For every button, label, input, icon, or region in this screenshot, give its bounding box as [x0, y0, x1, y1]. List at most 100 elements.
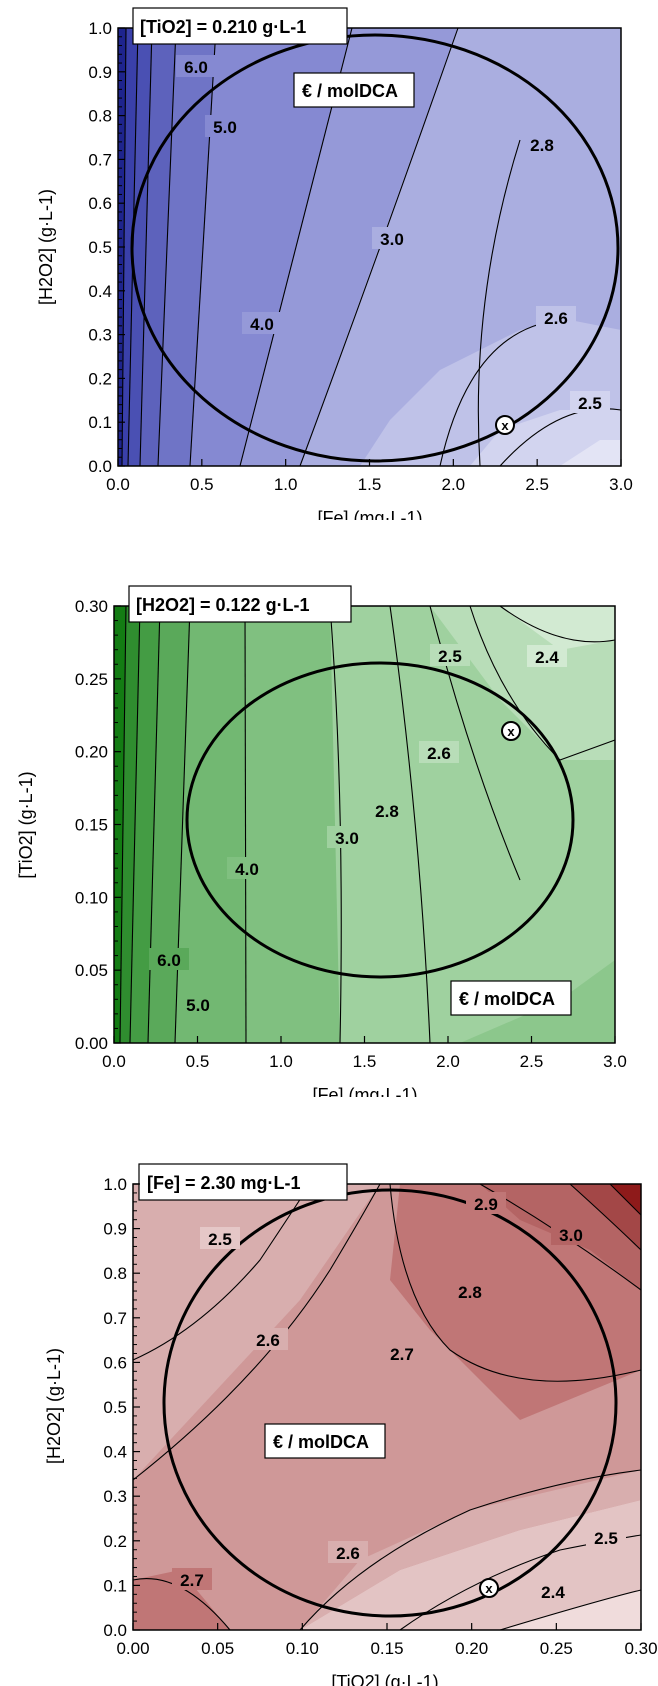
units-box-2: € / molDCA	[450, 980, 572, 1016]
svg-text:x: x	[485, 1581, 493, 1596]
svg-text:x: x	[501, 418, 509, 433]
contour-label: 2.9	[474, 1195, 498, 1214]
x-tick-label: 0.0	[106, 475, 130, 494]
x-tick-labels-3: 0.00 0.05 0.10 0.15 0.20 0.25 0.30	[116, 1623, 658, 1658]
y-tick-label: 0.8	[103, 1264, 127, 1283]
y-tick-label: 0.2	[103, 1532, 127, 1551]
condition-box-1: [TiO2] = 0.210 g·L-1	[132, 7, 348, 45]
contour-fill-2	[114, 606, 615, 1043]
x-tick-label: 2.5	[520, 1052, 544, 1071]
contour-label: 2.4	[535, 648, 559, 667]
chart-panel-1: 6.0 5.0 4.0 3.0 2.8 2.6 2.5 [TiO2] = 0.2…	[36, 7, 633, 528]
x-tick-label: 0.5	[186, 1052, 210, 1071]
crop-band-2	[0, 1097, 658, 1117]
x-tick-label: 3.0	[603, 1052, 627, 1071]
x-tick-label: 2.0	[442, 475, 466, 494]
contour-level-labels-2: 6.0 5.0 4.0 3.0 2.8 2.6 2.5 2.4	[149, 644, 567, 1015]
contour-label: 2.6	[256, 1331, 280, 1350]
y-tick-label: 0.1	[103, 1576, 127, 1595]
x-tick-label: 3.0	[609, 475, 633, 494]
y-tick-label: 0.6	[88, 194, 112, 213]
x-tick-label: 0.0	[102, 1052, 126, 1071]
y-tick-label: 0.20	[75, 743, 108, 762]
y-tick-label: 0.0	[88, 457, 112, 476]
x-tick-label: 1.0	[269, 1052, 293, 1071]
y-tick-label: 0.1	[88, 413, 112, 432]
contour-label: 3.0	[559, 1226, 583, 1245]
x-tick-label: 0.05	[201, 1639, 234, 1658]
x-tick-label: 1.5	[353, 1052, 377, 1071]
y-tick-label: 0.30	[75, 597, 108, 616]
contour-label: 2.8	[530, 136, 554, 155]
contour-label: 2.4	[541, 1583, 565, 1602]
y-axis-label: [TiO2] (g·L-1)	[16, 771, 36, 878]
y-tick-label: 0.00	[75, 1034, 108, 1053]
confidence-ellipse-2	[185, 661, 575, 979]
y-axis-label: [H2O2] (g·L-1)	[44, 1348, 64, 1464]
svg-text:x: x	[507, 724, 515, 739]
contour-label: 6.0	[157, 951, 181, 970]
y-tick-label: 0.8	[88, 107, 112, 126]
contour-label: 5.0	[213, 118, 237, 137]
contour-label: 4.0	[250, 315, 274, 334]
contour-level-labels-1: 6.0 5.0 4.0 3.0 2.8 2.6 2.5	[176, 55, 610, 413]
contour-label: 4.0	[235, 860, 259, 879]
y-tick-label: 0.10	[75, 888, 108, 907]
optimum-marker-1: x	[495, 415, 515, 435]
x-tick-label: 2.5	[525, 475, 549, 494]
y-axis-label: [H2O2] (g·L-1)	[36, 189, 56, 305]
x-tick-label: 0.00	[116, 1639, 149, 1658]
y-tick-label: 0.4	[88, 282, 112, 301]
confidence-ellipse-3	[162, 1188, 618, 1618]
confidence-ellipse-1	[130, 33, 620, 463]
units-label: € / molDCA	[459, 989, 555, 1009]
contour-label: 2.8	[458, 1283, 482, 1302]
y-tick-label: 0.3	[103, 1487, 127, 1506]
x-tick-labels-2: 0.0 0.5 1.0 1.5 2.0 2.5 3.0	[102, 1036, 627, 1071]
contour-fill-3	[133, 1184, 641, 1630]
condition-label: [TiO2] = 0.210 g·L-1	[140, 17, 306, 37]
contour-lines-2	[119, 605, 616, 1044]
x-tick-label: 0.30	[624, 1639, 657, 1658]
y-tick-label: 0.7	[88, 150, 112, 169]
contour-label: 2.5	[438, 647, 462, 666]
condition-box-2: [H2O2] = 0.122 g·L-1	[128, 585, 352, 623]
contour-label: 2.7	[180, 1571, 204, 1590]
y-tick-label: 0.7	[103, 1309, 127, 1328]
y-tick-label: 0.9	[103, 1220, 127, 1239]
units-label: € / molDCA	[273, 1432, 369, 1452]
optimum-marker-2: x	[501, 721, 521, 741]
contour-label: 2.6	[544, 309, 568, 328]
condition-label: [Fe] = 2.30 mg·L-1	[147, 1173, 301, 1193]
chart-panel-3: 2.5 2.6 2.7 2.8 2.9 3.0 2.6 2.7 2.5 2.4 …	[44, 1163, 658, 1686]
y-tick-label: 0.15	[75, 816, 108, 835]
x-tick-label: 0.5	[190, 475, 214, 494]
y-tick-label: 0.9	[88, 63, 112, 82]
x-tick-label: 2.0	[436, 1052, 460, 1071]
x-tick-label: 0.25	[540, 1639, 573, 1658]
x-axis-label: [TiO2] (g·L-1)	[331, 1672, 438, 1686]
y-tick-label: 0.5	[88, 238, 112, 257]
contour-label: 3.0	[335, 829, 359, 848]
condition-label: [H2O2] = 0.122 g·L-1	[136, 595, 310, 615]
x-tick-labels-1: 0.0 0.5 1.0 1.5 2.0 2.5 3.0	[106, 459, 633, 494]
contour-label: 2.8	[375, 802, 399, 821]
y-tick-label: 0.4	[103, 1443, 127, 1462]
y-tick-label: 1.0	[88, 19, 112, 38]
contour-label: 2.5	[594, 1529, 618, 1548]
x-tick-label: 0.20	[455, 1639, 488, 1658]
x-tick-label: 1.0	[274, 475, 298, 494]
y-tick-label: 0.25	[75, 670, 108, 689]
y-tick-label: 0.6	[103, 1353, 127, 1372]
condition-box-3: [Fe] = 2.30 mg·L-1	[138, 1163, 348, 1201]
units-box-1: € / molDCA	[293, 72, 415, 108]
optimum-marker-3: x	[479, 1578, 499, 1598]
crop-band-1	[0, 520, 658, 540]
y-tick-label: 0.3	[88, 326, 112, 345]
contour-level-labels-3: 2.5 2.6 2.7 2.8 2.9 3.0 2.6 2.7 2.5 2.4	[172, 1192, 626, 1602]
y-tick-label: 0.5	[103, 1398, 127, 1417]
y-tick-label: 0.0	[103, 1621, 127, 1640]
contour-label: 2.5	[578, 394, 602, 413]
y-tick-label: 1.0	[103, 1175, 127, 1194]
